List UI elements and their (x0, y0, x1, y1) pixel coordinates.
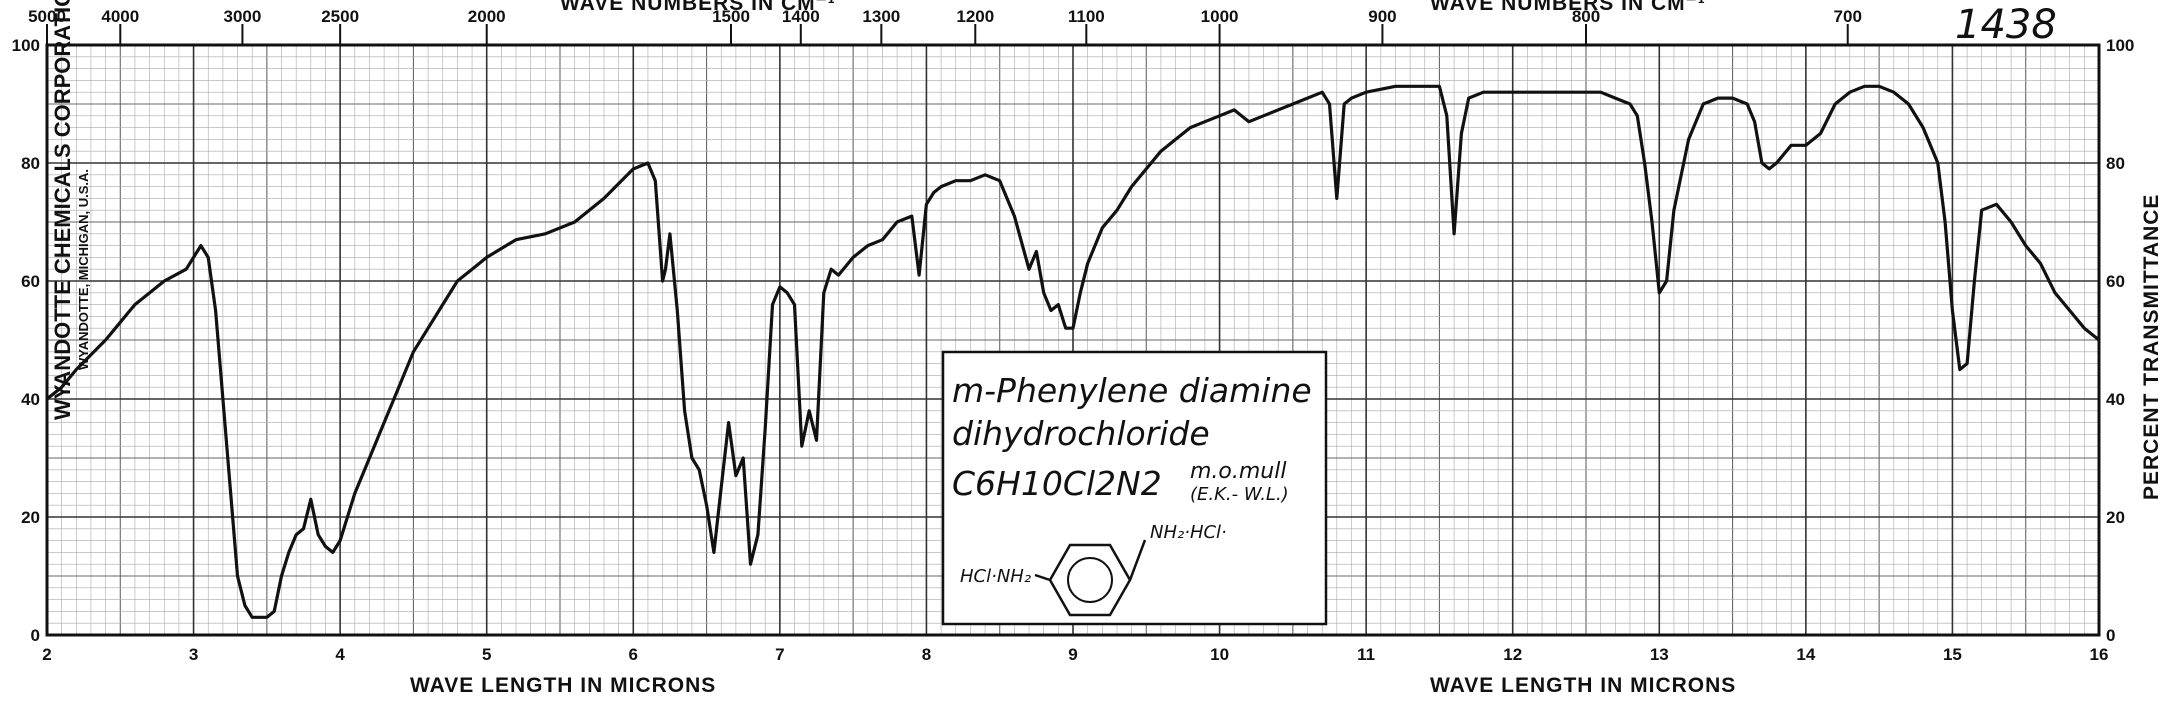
wavenumber-tick-label: 1000 (1201, 7, 1239, 26)
y-tick-label-left: 0 (31, 626, 40, 645)
substituent-right: NH₂·HCl· (1150, 522, 1227, 543)
wavenumber-tick-label: 800 (1572, 7, 1600, 26)
sample-number: 1438 (1955, 2, 2057, 48)
y-tick-label-right: 40 (2106, 390, 2125, 409)
x-tick-label: 15 (1943, 645, 1962, 664)
wavenumber-tick-label: 900 (1368, 7, 1396, 26)
substituent-left: HCl·NH₂ (960, 566, 1031, 587)
x-axis-title-left: WAVE LENGTH IN MICRONS (410, 674, 716, 697)
y-tick-label-right: 80 (2106, 154, 2125, 173)
y-axis-right: 0 20 40 60 80 100 (2106, 36, 2134, 645)
wavelength-axis: 2 3 4 5 6 7 8 9 10 11 12 13 14 15 16 (42, 645, 2108, 664)
wavenumber-tick-label: 1400 (782, 7, 820, 26)
top-axis-title-left: WAVE NUMBERS IN CM⁻¹ (560, 0, 836, 15)
sample-prep: m.o.mull (1190, 459, 1286, 484)
y-tick-label-left: 100 (12, 36, 40, 55)
top-axis-title-right: WAVE NUMBERS IN CM⁻¹ (1430, 0, 1706, 15)
y-tick-label-left: 20 (21, 508, 40, 527)
wavenumber-tick-label: 1500 (712, 7, 750, 26)
y-tick-label-left: 80 (21, 154, 40, 173)
x-tick-label: 8 (922, 645, 931, 664)
wavenumber-tick-label: 1300 (862, 7, 900, 26)
wavenumber-tick-label: 1100 (1068, 7, 1105, 26)
y-tick-label-right: 0 (2106, 626, 2115, 645)
molecular-formula: C6H10Cl2N2 (952, 464, 1162, 503)
wavenumber-tick-label: 2500 (321, 7, 359, 26)
annotation-box (941, 350, 1328, 626)
wavenumber-tick-label: 4000 (101, 7, 139, 26)
x-tick-label: 11 (1357, 645, 1375, 664)
x-tick-label: 5 (482, 645, 491, 664)
y-tick-label-left: 40 (21, 390, 40, 409)
x-tick-label: 10 (1210, 645, 1229, 664)
wavenumber-tick-label: 2000 (468, 7, 506, 26)
compound-name-line1: m-Phenylene diamine (952, 371, 1312, 410)
x-tick-label: 16 (2090, 645, 2109, 664)
x-tick-label: 2 (42, 645, 51, 664)
wavenumber-tick-label: 3000 (224, 7, 262, 26)
wavenumber-axis: 5000 4000 3000 2500 2000 1500 1400 1300 1200 1100… (28, 7, 1862, 45)
y-tick-label-right: 100 (2106, 36, 2134, 55)
y-tick-label-left: 60 (21, 272, 40, 291)
x-tick-label: 3 (189, 645, 198, 664)
compound-annotation: m-Phenylene diamine dihydrochloride C6H1… (941, 350, 1328, 626)
manufacturer-location: WYANDOTTE, MICHIGAN, U.S.A. (76, 169, 91, 370)
x-tick-label: 13 (1650, 645, 1669, 664)
operator-initials: (E.K.- W.L.) (1190, 484, 1289, 505)
x-tick-label: 7 (775, 645, 784, 664)
benzene-ring-icon (1034, 539, 1147, 617)
x-tick-label: 14 (1796, 645, 1815, 664)
spectrum-series-line (45, 84, 2101, 619)
x-tick-label: 12 (1503, 645, 1522, 664)
manufacturer-label: WYANDOTTE CHEMICALS CORPORATION (50, 0, 75, 420)
y-axis-left: 0 20 40 60 80 100 (12, 36, 40, 645)
x-axis-title-right: WAVE LENGTH IN MICRONS (1430, 674, 1736, 697)
y-tick-label-right: 20 (2106, 508, 2125, 527)
wavenumber-tick-label: 5000 (28, 7, 66, 26)
y-tick-label-right: 60 (2106, 272, 2125, 291)
wavenumber-tick-label: 700 (1834, 7, 1862, 26)
x-tick-label: 9 (1068, 645, 1077, 664)
x-tick-label: 4 (335, 645, 345, 664)
x-tick-label: 6 (629, 645, 638, 664)
compound-name-line2: dihydrochloride (952, 414, 1210, 453)
wavenumber-tick-label: 1200 (956, 7, 994, 26)
y-axis-title: PERCENT TRANSMITTANCE (2140, 194, 2163, 500)
